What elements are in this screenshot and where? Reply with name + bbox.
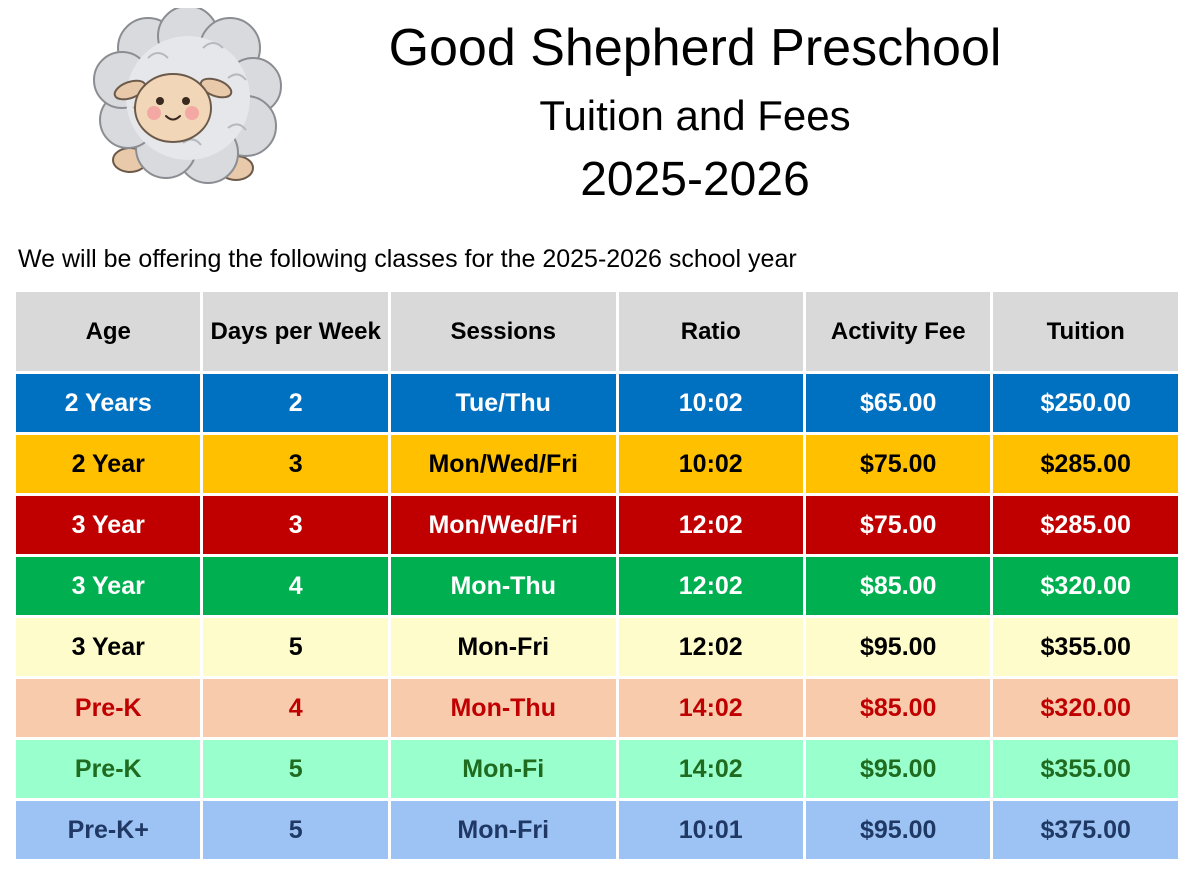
cell-age: Pre-K xyxy=(16,740,201,798)
intro-text: We will be offering the following classe… xyxy=(18,245,797,273)
cell-age: 2 Year xyxy=(16,435,201,493)
cell-days: 2 xyxy=(203,374,388,432)
page-subtitle: Tuition and Fees xyxy=(539,92,851,139)
cell-sessions: Mon-Fri xyxy=(390,801,616,859)
cell-tuition: $320.00 xyxy=(993,679,1178,737)
cell-tuition: $355.00 xyxy=(993,740,1178,798)
cell-age: Pre-K+ xyxy=(16,801,201,859)
page-header: Good Shepherd Preschool Tuition and Fees… xyxy=(280,18,1110,208)
cell-activity-fee: $95.00 xyxy=(805,740,991,798)
cell-sessions: Mon-Thu xyxy=(390,557,616,615)
page-title: Good Shepherd Preschool xyxy=(388,19,1002,77)
cell-age: 3 Year xyxy=(16,496,201,554)
cell-activity-fee: $85.00 xyxy=(805,557,991,615)
cell-tuition: $285.00 xyxy=(993,496,1178,554)
cell-activity-fee: $75.00 xyxy=(805,435,991,493)
header-days-per-week: Days per Week xyxy=(203,292,388,371)
cell-activity-fee: $85.00 xyxy=(805,679,991,737)
cell-sessions: Mon-Fi xyxy=(390,740,616,798)
school-year: 2025-2026 xyxy=(580,153,810,206)
cell-ratio: 12:02 xyxy=(618,618,803,676)
header-activity-fee: Activity Fee xyxy=(805,292,991,371)
cell-tuition: $285.00 xyxy=(993,435,1178,493)
cell-activity-fee: $75.00 xyxy=(805,496,991,554)
cell-activity-fee: $95.00 xyxy=(805,618,991,676)
cell-sessions: Mon-Fri xyxy=(390,618,616,676)
cell-days: 4 xyxy=(203,679,388,737)
table-header-row: Age Days per Week Sessions Ratio Activit… xyxy=(16,292,1178,371)
cell-sessions: Mon/Wed/Fri xyxy=(390,496,616,554)
cell-ratio: 12:02 xyxy=(618,557,803,615)
cell-ratio: 14:02 xyxy=(618,679,803,737)
cell-tuition: $320.00 xyxy=(993,557,1178,615)
header-tuition: Tuition xyxy=(993,292,1178,371)
cell-age: 3 Year xyxy=(16,557,201,615)
cell-days: 5 xyxy=(203,618,388,676)
cell-age: 3 Year xyxy=(16,618,201,676)
table-row: Pre-K+ 5 Mon-Fri 10:01 $95.00 $375.00 xyxy=(16,801,1178,859)
cell-ratio: 10:01 xyxy=(618,801,803,859)
cell-tuition: $250.00 xyxy=(993,374,1178,432)
cell-days: 3 xyxy=(203,496,388,554)
table-row: 2 Years 2 Tue/Thu 10:02 $65.00 $250.00 xyxy=(16,374,1178,432)
cell-sessions: Mon-Thu xyxy=(390,679,616,737)
cell-days: 3 xyxy=(203,435,388,493)
cell-activity-fee: $65.00 xyxy=(805,374,991,432)
cell-days: 5 xyxy=(203,740,388,798)
table-row: 3 Year 3 Mon/Wed/Fri 12:02 $75.00 $285.0… xyxy=(16,496,1178,554)
cell-sessions: Mon/Wed/Fri xyxy=(390,435,616,493)
sheep-logo-icon xyxy=(88,5,288,193)
cell-activity-fee: $95.00 xyxy=(805,801,991,859)
table-row: 2 Year 3 Mon/Wed/Fri 10:02 $75.00 $285.0… xyxy=(16,435,1178,493)
cell-tuition: $375.00 xyxy=(993,801,1178,859)
cell-age: 2 Years xyxy=(16,374,201,432)
header-sessions: Sessions xyxy=(390,292,616,371)
tuition-table: Age Days per Week Sessions Ratio Activit… xyxy=(13,289,1181,862)
table-row: Pre-K 5 Mon-Fi 14:02 $95.00 $355.00 xyxy=(16,740,1178,798)
cell-ratio: 14:02 xyxy=(618,740,803,798)
cell-days: 5 xyxy=(203,801,388,859)
header-ratio: Ratio xyxy=(618,292,803,371)
cell-sessions: Tue/Thu xyxy=(390,374,616,432)
cell-ratio: 10:02 xyxy=(618,435,803,493)
table-row: 3 Year 5 Mon-Fri 12:02 $95.00 $355.00 xyxy=(16,618,1178,676)
cell-age: Pre-K xyxy=(16,679,201,737)
table-row: Pre-K 4 Mon-Thu 14:02 $85.00 $320.00 xyxy=(16,679,1178,737)
table-row: 3 Year 4 Mon-Thu 12:02 $85.00 $320.00 xyxy=(16,557,1178,615)
cell-ratio: 10:02 xyxy=(618,374,803,432)
header-age: Age xyxy=(16,292,201,371)
cell-ratio: 12:02 xyxy=(618,496,803,554)
cell-days: 4 xyxy=(203,557,388,615)
cell-tuition: $355.00 xyxy=(993,618,1178,676)
